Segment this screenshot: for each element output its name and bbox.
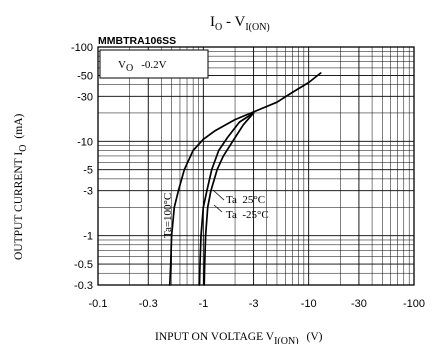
annotation-ta-m25: Ta -25°C: [226, 209, 269, 221]
y-axis-label-sub: O: [18, 145, 29, 152]
x-tick-label: -10: [301, 298, 317, 310]
x-tick-label: -0.3: [139, 298, 158, 310]
chart-title-sep: -: [222, 14, 234, 30]
condition-box: [99, 49, 209, 79]
condition-value: -0.2V: [141, 59, 166, 71]
part-number-label: MMBTRA106SS: [98, 35, 176, 47]
condition-v: V: [118, 59, 126, 71]
chart-title: IO - VI(ON): [210, 14, 270, 33]
y-tick-label: -0.3: [74, 280, 93, 292]
data-series: [168, 72, 322, 286]
x-axis-ticks: -0.1 -0.3 -1 -3 -10 -30 -100: [89, 298, 426, 310]
x-tick-label: -30: [351, 298, 367, 310]
y-tick-label: -3: [83, 186, 93, 198]
chart-title-i-sub: O: [215, 22, 222, 33]
grid-lines: [98, 47, 414, 286]
chart-title-i: I: [210, 14, 215, 30]
series-line-1: [198, 112, 255, 286]
x-axis-label: INPUT ON VOLTAGE VI(ON) (V): [155, 331, 323, 344]
x-tick-label: -1: [198, 298, 208, 310]
y-axis-label: OUTPUT CURRENT IO (mA): [13, 113, 29, 260]
annotation-ta-25: Ta 25°C: [226, 194, 265, 206]
y-axis-label-unit: (mA): [13, 113, 25, 138]
chart-title-v: V: [234, 14, 245, 30]
condition-v-sub: O: [126, 63, 133, 74]
x-tick-label: -3: [249, 298, 259, 310]
plot-frame: [97, 46, 415, 286]
x-axis-label-sub: I(ON): [274, 336, 298, 344]
condition-label: VO -0.2V: [118, 59, 167, 74]
y-tick-label: -0.5: [74, 259, 93, 271]
series-line-0: [168, 72, 322, 286]
y-tick-label: -50: [77, 70, 93, 82]
x-axis-label-text: INPUT ON VOLTAGE V: [155, 331, 275, 343]
y-tick-label: -30: [77, 91, 93, 103]
x-tick-label: -100: [403, 298, 425, 310]
y-axis-label-text: OUTPUT CURRENT I: [13, 152, 25, 260]
annotation-ta-25-leader: [212, 189, 225, 201]
chart-title-v-sub: I(ON): [245, 22, 269, 33]
x-axis-label-unit: (V): [307, 331, 323, 343]
y-tick-label: -1: [83, 231, 93, 243]
x-tick-label: -0.1: [89, 298, 108, 310]
annotation-ta-100: Ta=100°C: [162, 193, 174, 238]
y-tick-label: -10: [77, 136, 93, 148]
y-tick-label: -100: [71, 42, 93, 54]
annotation-ta-m25-leader: [213, 204, 223, 213]
y-axis-ticks: -100 -50 -30 -10 -5 -3 -1 -0.5 -0.3: [71, 42, 93, 292]
series-line-2: [203, 112, 255, 286]
y-tick-label: -5: [83, 165, 93, 177]
